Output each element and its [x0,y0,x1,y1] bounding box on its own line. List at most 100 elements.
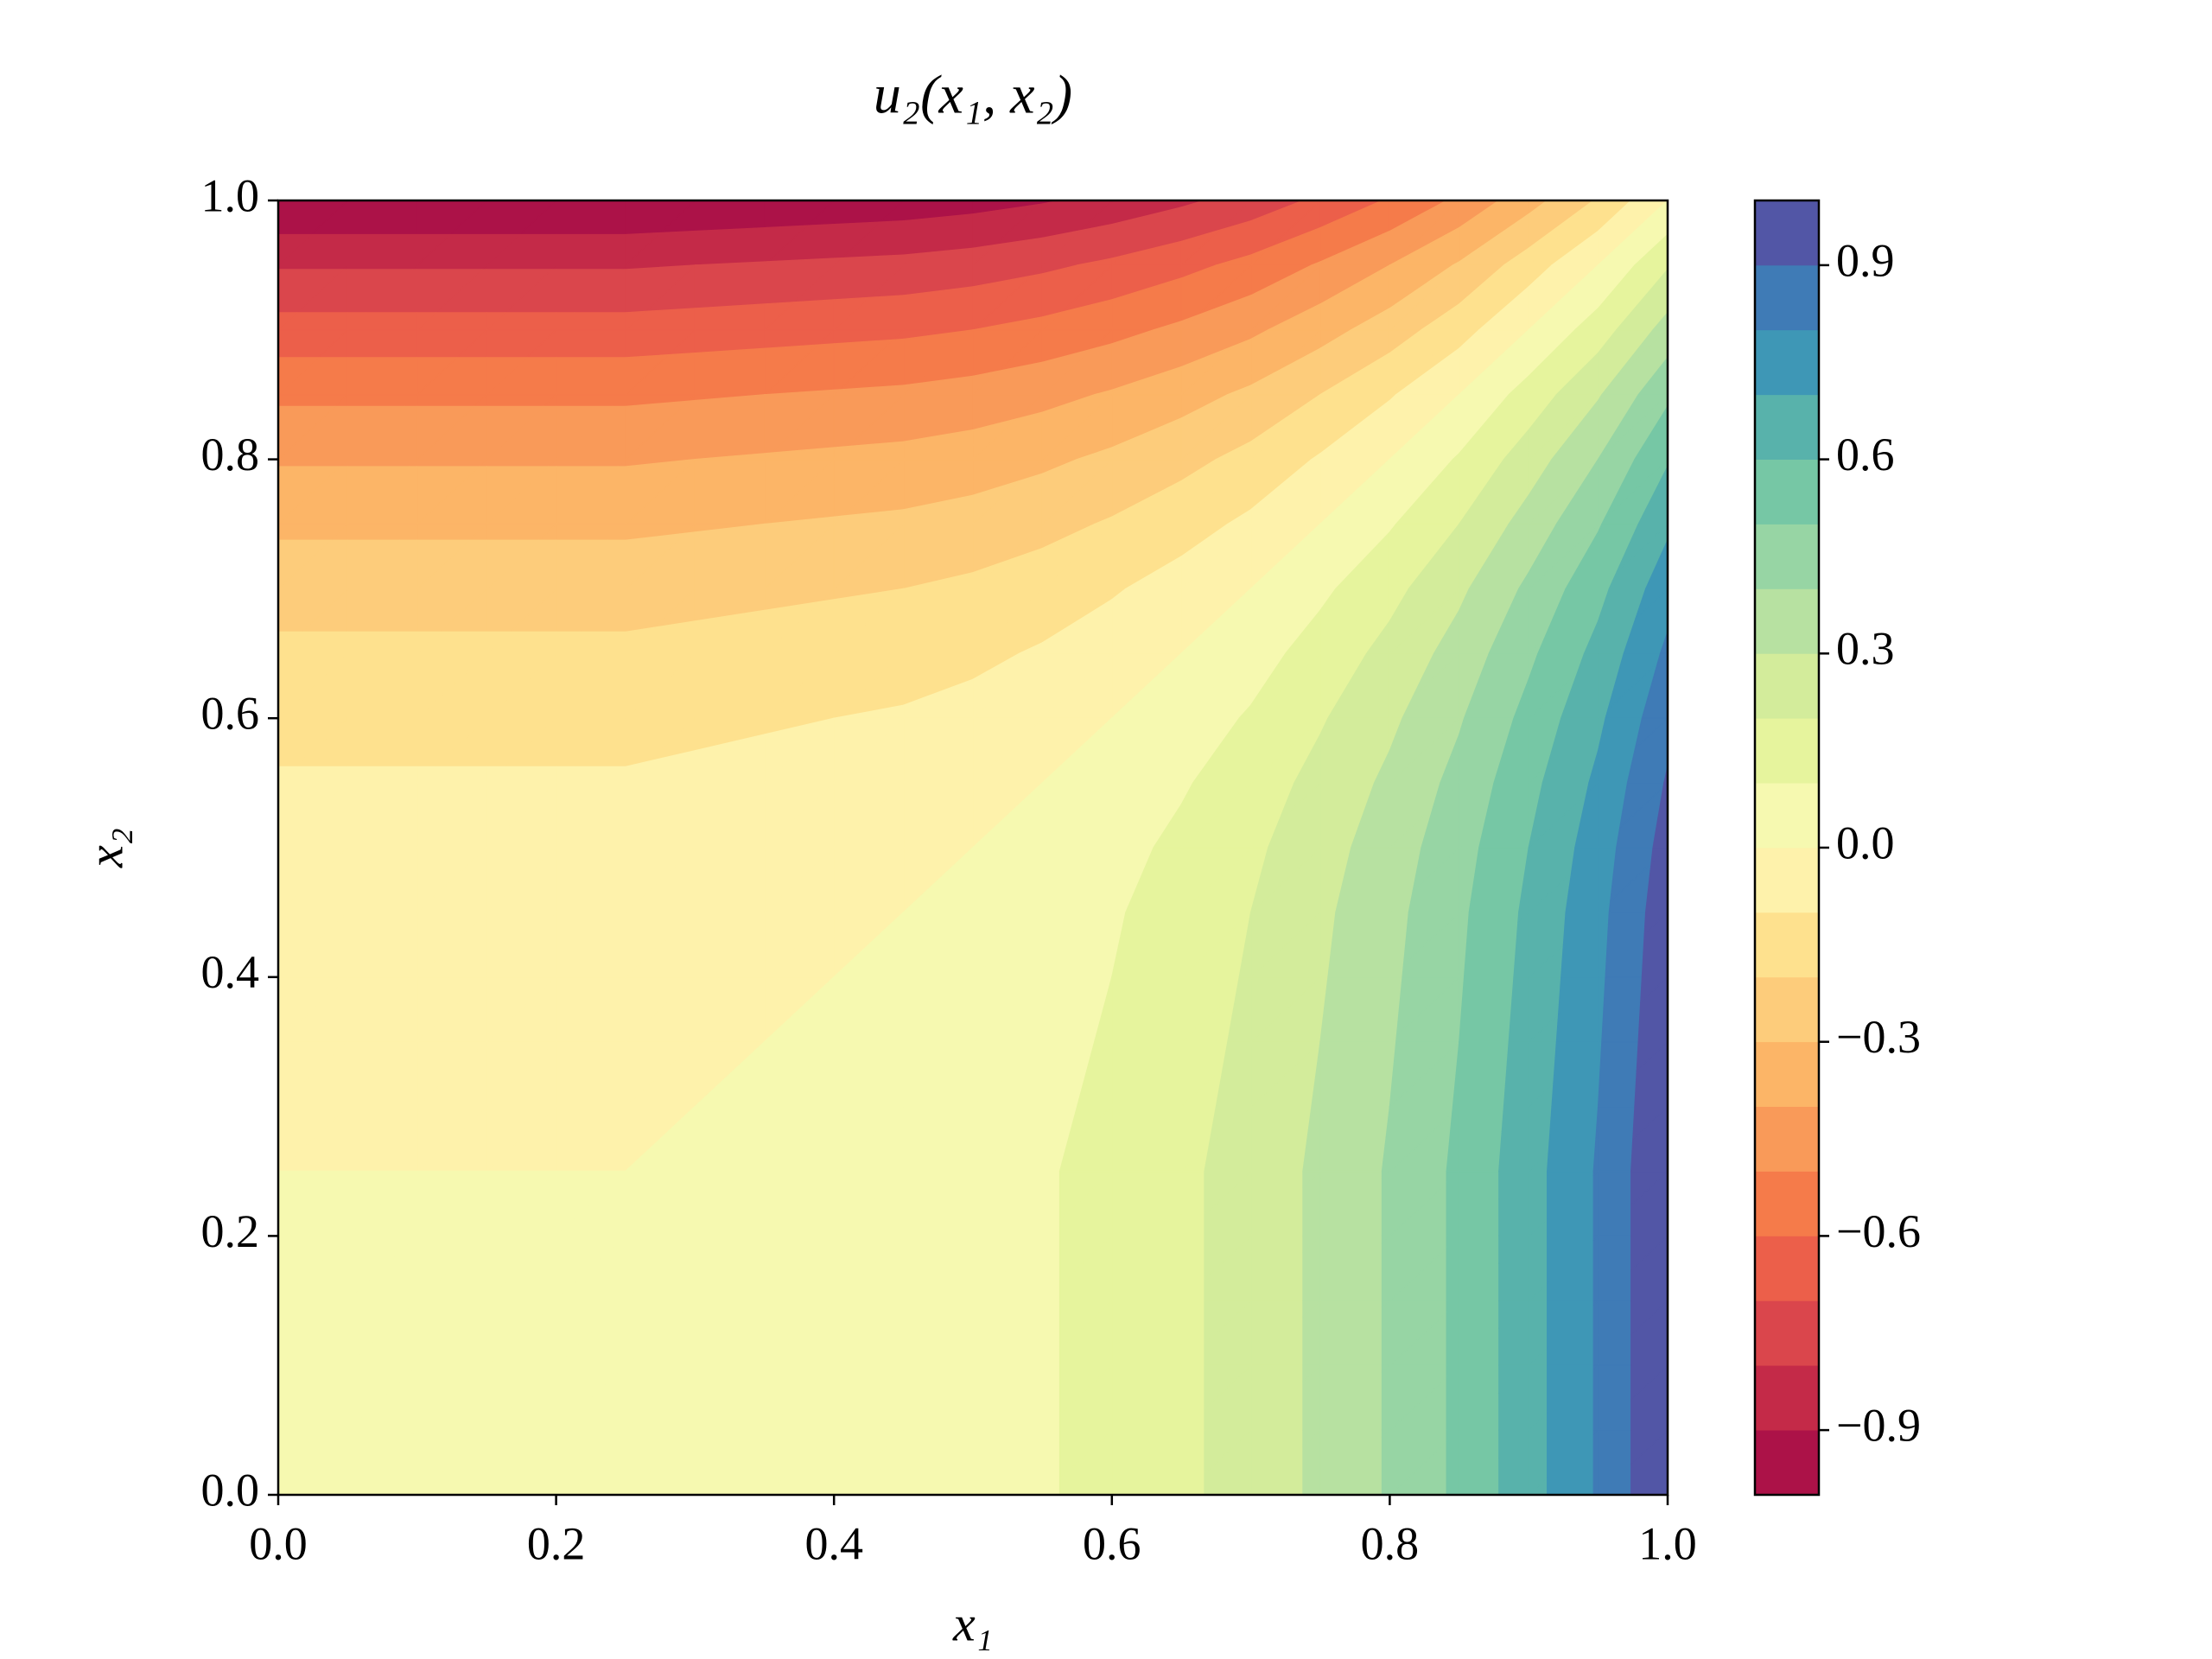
contour-band [555,405,613,461]
contour-band [346,394,418,407]
x-axis-label: x₁ [952,1595,993,1651]
contour-band [764,344,819,396]
contour-band [694,349,744,396]
contour-band [486,233,520,266]
contour-band [902,437,928,461]
colorbar-band [1754,264,1820,331]
colorbar-band [1754,588,1820,654]
contour-band [1111,437,1136,461]
contour-band [764,717,835,784]
contour-band [1381,1429,1391,1496]
contour-band [833,296,870,331]
contour-band [1111,255,1122,266]
colorbar-band [1754,394,1820,461]
y-axis-label: x₂ [77,828,133,868]
contour-band [1319,426,1356,461]
contour-band [694,523,766,590]
contour-band [694,739,742,784]
contour-band [486,405,544,461]
contour-band [972,244,995,266]
contour-band [486,458,557,467]
contour-band [486,539,540,590]
contour-band [1592,1235,1599,1301]
contour-band [346,766,366,784]
contour-band [346,264,418,270]
contour-band [902,253,917,266]
contour-band [625,400,689,461]
contour-band [416,312,436,331]
contour-band [972,480,1020,525]
chart-title: u₂(x₁, x₂) [874,64,1072,125]
contour-band [625,310,646,331]
contour-band [416,766,435,784]
colorbar-band [1754,912,1820,978]
colorbar-band [1754,652,1820,719]
contour-band [972,275,1032,331]
contour-band [555,233,590,266]
contour-band [555,539,609,590]
colorbar-band [1754,847,1820,913]
contour-band [1041,620,1078,654]
contour-band [1041,348,1092,396]
contour-band [1249,394,1321,461]
contour-band [1249,246,1271,266]
contour-band [1592,1429,1599,1496]
contour-band [902,383,916,396]
colorbar-band [1754,1364,1820,1431]
contour-band [1592,1170,1599,1237]
contour-band [277,264,348,270]
contour-band [555,766,575,784]
contour-band [486,264,557,270]
colorbar-tick-label: 0.9 [1836,234,1895,286]
contour-band [694,613,738,654]
contour-band [277,458,348,467]
contour-band [1111,386,1121,396]
contour-band [346,357,388,396]
contour-band [416,631,442,654]
contour-band [1459,251,1474,266]
contour-band [1319,264,1391,331]
x-tick-label: 0.2 [527,1517,586,1569]
colorbar-tick-label: −0.9 [1836,1399,1921,1451]
colorbar-band [1754,329,1820,396]
contour-band [625,532,686,590]
colorbar-tick-label: 0.0 [1836,817,1895,868]
colorbar-band [1754,1236,1820,1301]
contour-band [1381,1170,1391,1237]
colorbar-band [1754,459,1820,524]
colorbar-band [1754,524,1820,589]
contour-band [833,515,843,525]
x-tick-label: 0.8 [1361,1517,1420,1569]
x-tick-label: 0.6 [1083,1517,1141,1569]
contour-band [1111,507,1130,525]
contour-band [1249,372,1275,396]
contour-band [555,458,626,467]
colorbar-band [1754,200,1820,266]
contour-band [694,228,734,266]
contour-band [555,394,626,407]
contour-band [1180,229,1220,266]
contour-band [1180,315,1198,331]
contour-band [625,354,670,396]
contour-band [833,257,842,266]
axes-frame [276,199,1669,1497]
contour-band [1111,283,1161,331]
contour-band [902,289,947,331]
contour-band [416,466,480,525]
contour-band [416,357,458,396]
contour-band [764,452,772,461]
contour-band [1381,1300,1391,1366]
colorbar-tick-label: −0.3 [1836,1011,1921,1063]
contour-band [1381,1235,1391,1301]
x-tick-label: 0.4 [804,1517,863,1569]
colorbar-band [1754,1106,1820,1172]
colorbar-band [1754,782,1820,849]
colorbar-band [1754,1041,1820,1107]
contour-band [1592,1300,1599,1366]
contour-band [486,466,550,525]
colorbar-tick-label: −0.6 [1836,1205,1921,1257]
contour-band [833,389,840,396]
contour-band [972,562,1001,590]
x-tick-label: 0.0 [249,1517,308,1569]
